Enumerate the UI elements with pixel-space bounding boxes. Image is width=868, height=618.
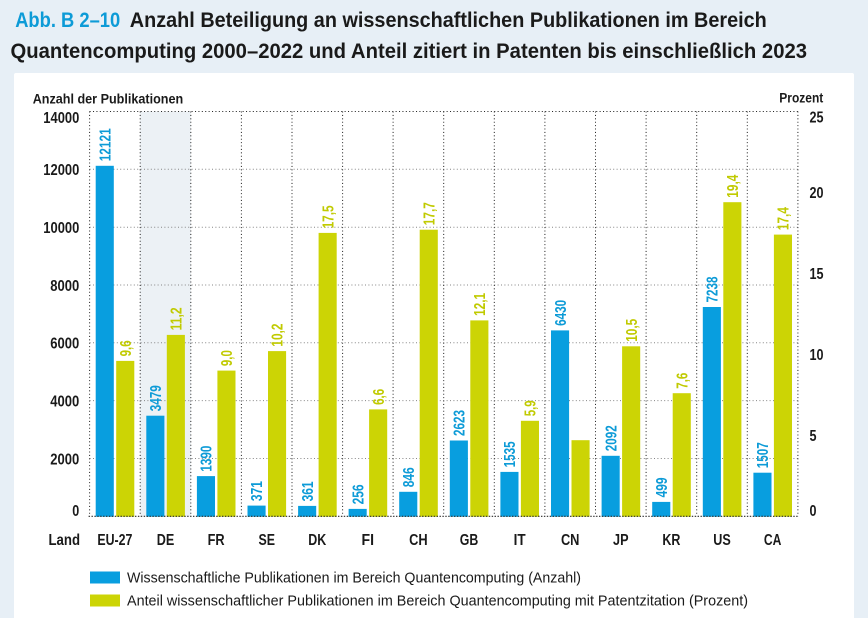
svg-text:0: 0 (810, 503, 817, 520)
svg-text:7238: 7238 (705, 276, 722, 302)
svg-text:Land: Land (49, 532, 81, 549)
svg-text:CN: CN (561, 532, 580, 549)
svg-text:JP: JP (613, 532, 629, 549)
svg-text:9,0: 9,0 (219, 350, 236, 366)
svg-text:9,6: 9,6 (118, 340, 135, 356)
svg-text:Prozent: Prozent (779, 90, 823, 105)
svg-text:1390: 1390 (199, 446, 216, 472)
svg-text:4000: 4000 (50, 393, 79, 410)
svg-text:0: 0 (72, 503, 79, 520)
svg-text:Anzahl der Publikationen: Anzahl der Publikationen (33, 91, 184, 106)
svg-text:DK: DK (308, 532, 326, 549)
svg-text:10000: 10000 (43, 220, 79, 237)
svg-text:FR: FR (208, 532, 225, 549)
svg-text:12000: 12000 (43, 162, 79, 179)
svg-text:1507: 1507 (755, 442, 772, 468)
svg-text:17,7: 17,7 (422, 202, 439, 225)
svg-text:10,5: 10,5 (624, 319, 641, 342)
svg-text:2000: 2000 (50, 451, 79, 468)
svg-text:6,6: 6,6 (371, 389, 388, 405)
svg-text:10: 10 (810, 347, 824, 364)
svg-text:Abb. B 2–10: Abb. B 2–10 (15, 8, 120, 32)
svg-text:19,4: 19,4 (725, 174, 742, 197)
svg-text:7,6: 7,6 (674, 372, 691, 388)
svg-text:2623: 2623 (452, 410, 469, 436)
svg-text:846: 846 (401, 467, 418, 487)
svg-text:5,9: 5,9 (523, 400, 540, 416)
svg-text:KR: KR (662, 532, 680, 549)
svg-text:SE: SE (258, 532, 275, 549)
svg-text:11,2: 11,2 (169, 307, 186, 330)
svg-text:US: US (713, 532, 731, 549)
svg-text:256: 256 (350, 484, 367, 504)
svg-text:GB: GB (460, 532, 479, 549)
svg-text:Anzahl Beteiligung an wissensc: Anzahl Beteiligung an wissenschaftlichen… (130, 8, 767, 32)
svg-text:371: 371 (249, 481, 266, 501)
svg-text:6000: 6000 (50, 336, 79, 353)
svg-text:20: 20 (810, 185, 824, 202)
svg-text:12121: 12121 (97, 128, 114, 161)
svg-text:17,5: 17,5 (320, 205, 337, 228)
svg-text:14000: 14000 (43, 110, 79, 127)
svg-text:12,1: 12,1 (472, 293, 489, 316)
svg-text:361: 361 (300, 481, 317, 501)
svg-text:DE: DE (157, 532, 175, 549)
svg-text:Anteil wissenschaftlicher Publ: Anteil wissenschaftlicher Publikationen … (127, 594, 748, 610)
svg-text:1535: 1535 (502, 441, 519, 467)
svg-text:15: 15 (810, 266, 824, 283)
svg-text:Wissenschaftliche Publikatione: Wissenschaftliche Publikationen im Berei… (127, 571, 581, 587)
svg-text:17,4: 17,4 (776, 207, 793, 230)
svg-text:CA: CA (764, 532, 782, 549)
svg-text:8000: 8000 (50, 278, 79, 295)
svg-text:EU-27: EU-27 (97, 532, 132, 549)
svg-text:3479: 3479 (148, 385, 165, 411)
svg-text:6430: 6430 (553, 300, 570, 326)
svg-text:10,2: 10,2 (270, 324, 287, 347)
svg-text:CH: CH (409, 532, 428, 549)
svg-text:FI: FI (362, 532, 375, 549)
svg-text:Quantencomputing 2000–2022 und: Quantencomputing 2000–2022 und Anteil zi… (11, 39, 808, 63)
svg-text:IT: IT (514, 532, 527, 549)
svg-text:2092: 2092 (603, 425, 620, 451)
svg-text:25: 25 (810, 110, 824, 127)
svg-text:5: 5 (810, 428, 817, 445)
svg-text:499: 499 (654, 477, 671, 497)
